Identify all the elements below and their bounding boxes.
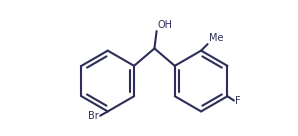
Text: F: F bbox=[235, 96, 241, 106]
Text: OH: OH bbox=[158, 20, 173, 30]
Text: Br: Br bbox=[88, 111, 99, 121]
Text: Me: Me bbox=[209, 33, 223, 43]
